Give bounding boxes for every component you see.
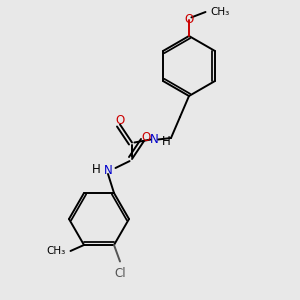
Text: O: O: [142, 130, 151, 144]
Text: N: N: [150, 133, 159, 146]
Text: N: N: [103, 164, 112, 178]
Text: O: O: [184, 13, 194, 26]
Text: O: O: [116, 113, 124, 127]
Text: Cl: Cl: [114, 267, 126, 280]
Text: H: H: [161, 135, 170, 148]
Text: H: H: [92, 163, 101, 176]
Text: CH₃: CH₃: [210, 7, 229, 17]
Text: CH₃: CH₃: [47, 246, 66, 256]
